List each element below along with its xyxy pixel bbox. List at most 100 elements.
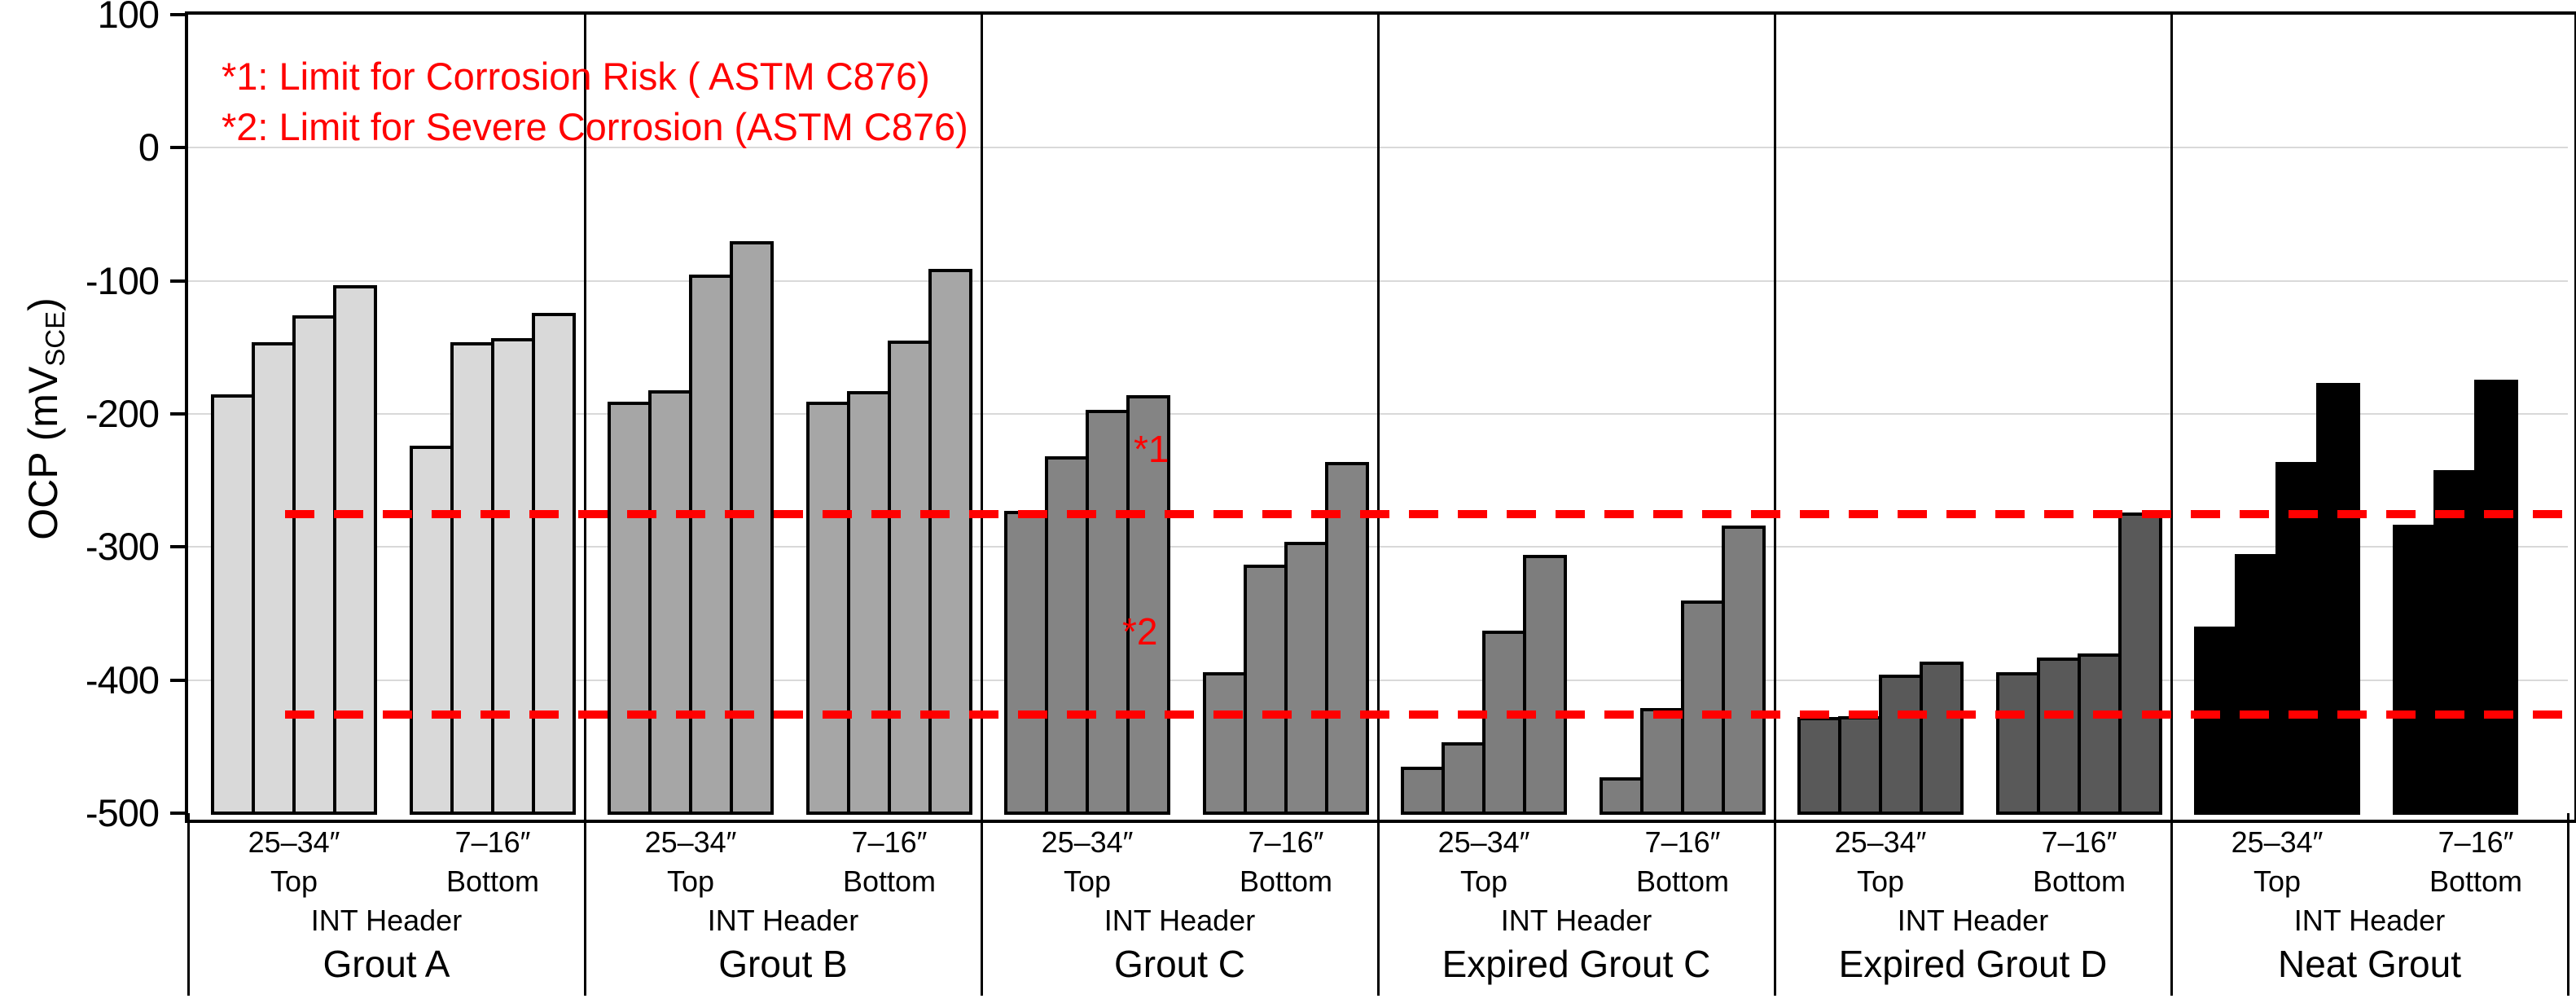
subgroup-position-label: Bottom (1239, 864, 1333, 898)
bar (1325, 461, 1369, 815)
group-separator-below-axis (583, 813, 586, 996)
group-name-label: Grout C (1113, 943, 1246, 985)
bar (1482, 631, 1526, 815)
group-name-label: Neat Grout (2278, 943, 2461, 985)
bar (1126, 395, 1170, 815)
y-axis-tick (170, 13, 188, 16)
bar (888, 341, 932, 815)
group-separator-below-axis (1773, 813, 1776, 996)
bar (333, 284, 377, 815)
subgroup-depth-label: 25–34″ (1834, 825, 1927, 859)
group-name-label: Expired Grout D (1838, 943, 2108, 985)
group-name-label: Expired Grout C (1442, 943, 1711, 985)
y-axis-tick-label: -200 (85, 392, 160, 435)
y-axis-tick (170, 812, 188, 815)
subgroup-depth-label: 25–34″ (248, 825, 340, 859)
group-separator-below-axis (1376, 813, 1380, 996)
reference-line (285, 710, 2568, 719)
bar (211, 394, 255, 815)
bar (2118, 512, 2162, 815)
bar (2474, 379, 2518, 815)
bar (730, 240, 774, 815)
subgroup-depth-label: 7–16″ (2041, 825, 2117, 859)
bar (689, 274, 733, 815)
group-separator (583, 15, 586, 813)
bar (252, 341, 296, 815)
bar (2078, 653, 2122, 815)
subgroup-position-label: Top (666, 864, 715, 898)
subgroup-depth-label: 7–16″ (1248, 825, 1324, 859)
subgroup-position-label: Bottom (842, 864, 937, 898)
subgroup-depth-label: 25–34″ (1041, 825, 1134, 859)
y-axis-tick-label: 0 (138, 125, 160, 169)
y-axis-tick (170, 279, 188, 283)
group-separator-below-axis (2566, 813, 2569, 996)
annotation-corrosion-risk: *1: Limit for Corrosion Risk ( ASTM C876… (222, 55, 930, 98)
ref-label-2: *2 (1122, 610, 1158, 653)
bar (2037, 657, 2081, 815)
bar (450, 341, 494, 815)
bar (1442, 742, 1485, 815)
y-axis-tick-label: -300 (85, 525, 160, 569)
bar (1838, 715, 1882, 815)
subgroup-depth-label: 7–16″ (454, 825, 531, 859)
bar (1401, 766, 1445, 815)
group-separator-below-axis (187, 813, 190, 996)
bar (410, 446, 454, 815)
bar (2235, 553, 2279, 815)
y-axis-tick-label: 100 (97, 0, 160, 36)
subgroup-depth-label: 7–16″ (851, 825, 928, 859)
bar (1600, 776, 1643, 815)
group-name-label: Grout B (718, 943, 848, 985)
bar (532, 312, 576, 815)
subgroup-position-label: Bottom (2429, 864, 2523, 898)
y-axis-tick (170, 412, 188, 416)
subgroup-depth-label: 25–34″ (1437, 825, 1530, 859)
group-header-label: INT Header (2293, 904, 2446, 937)
bar (1523, 555, 1567, 815)
group-separator-below-axis (2170, 813, 2173, 996)
annotation-severe-corrosion: *2: Limit for Severe Corrosion (ASTM C87… (222, 105, 968, 148)
group-header-label: INT Header (1104, 904, 1256, 937)
group-separator (980, 15, 983, 813)
bar (292, 315, 336, 815)
subgroup-position-label: Bottom (2032, 864, 2126, 898)
subgroup-position-label: Top (1856, 864, 1905, 898)
reference-line (285, 509, 2568, 518)
group-header-label: INT Header (1500, 904, 1652, 937)
subgroup-position-label: Top (1459, 864, 1508, 898)
bar (1640, 707, 1684, 815)
subgroup-position-label: Bottom (445, 864, 540, 898)
subgroup-depth-label: 25–34″ (2231, 825, 2324, 859)
y-axis-tick-label: -400 (85, 658, 160, 702)
bar (928, 268, 972, 815)
group-separator (1376, 15, 1380, 813)
subgroup-depth-label: 7–16″ (2438, 825, 2514, 859)
bar (2194, 627, 2238, 815)
bar (806, 402, 850, 815)
ref-label-1: *1 (1134, 428, 1170, 470)
bar (2433, 469, 2477, 815)
bar (1996, 671, 2040, 815)
bar (1244, 564, 1288, 815)
y-axis-title-subscript: SCE (40, 310, 70, 367)
bar (608, 402, 652, 815)
group-header-label: INT Header (1897, 904, 2049, 937)
y-axis-tick (170, 146, 188, 150)
subgroup-depth-label: 25–34″ (644, 825, 737, 859)
subgroup-position-label: Top (2253, 864, 2302, 898)
subgroup-position-label: Bottom (1635, 864, 1730, 898)
y-axis-tick-label: -100 (85, 258, 160, 302)
bar (2275, 461, 2319, 815)
bar (1920, 661, 1964, 815)
bar (847, 391, 891, 815)
bar (1284, 541, 1328, 815)
bar (1797, 717, 1841, 815)
bar (1004, 511, 1048, 815)
bar (1722, 526, 1766, 815)
group-separator-below-axis (980, 813, 983, 996)
y-axis-tick (170, 545, 188, 549)
subgroup-depth-label: 7–16″ (1644, 825, 1721, 859)
subgroup-position-label: Top (1063, 864, 1112, 898)
